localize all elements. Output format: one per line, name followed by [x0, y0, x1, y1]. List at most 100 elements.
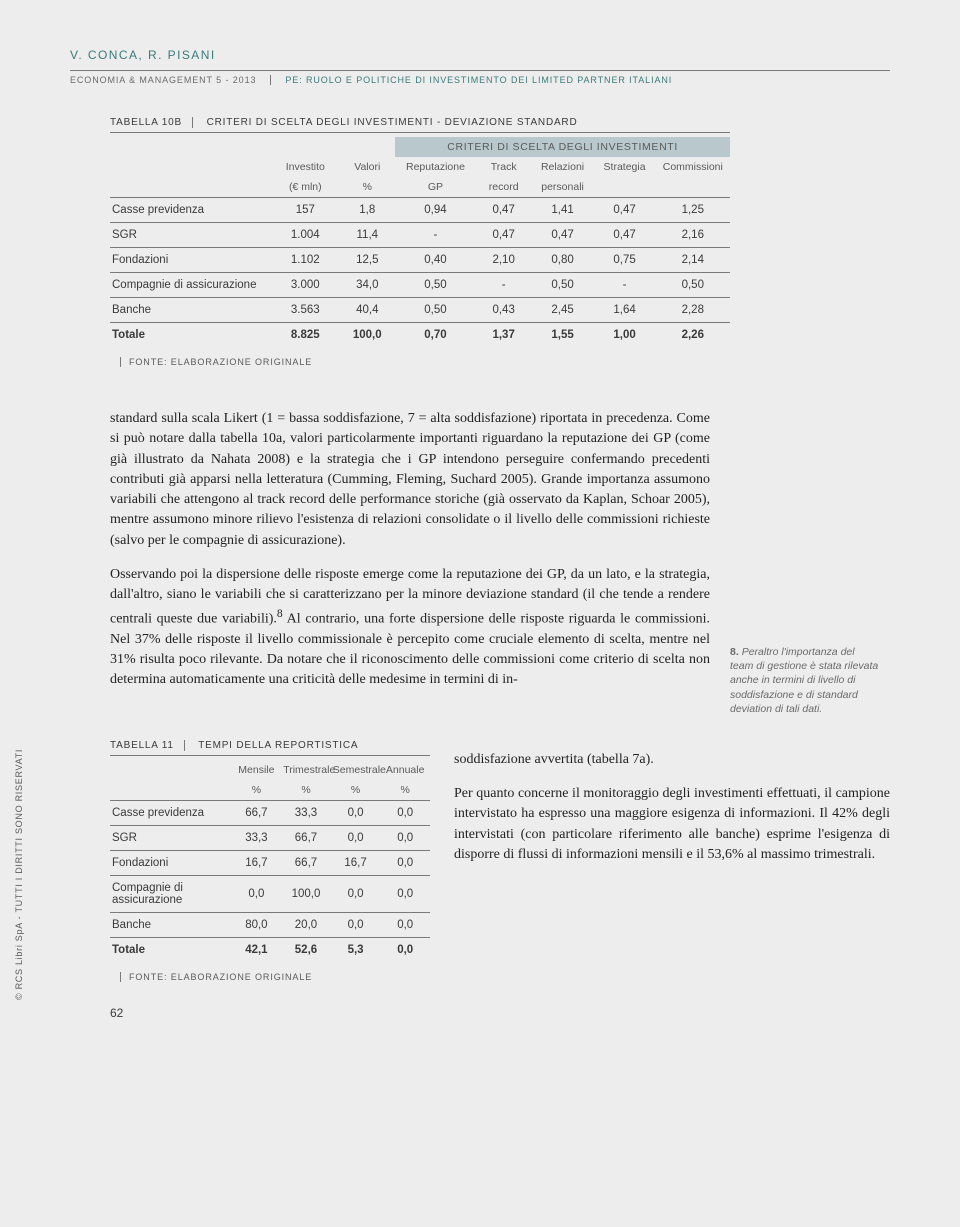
cell: 52,6	[281, 937, 331, 962]
cell: 12,5	[339, 248, 395, 273]
table-row: Casse previdenza66,733,30,00,0	[110, 800, 430, 825]
sidenote-num: 8.	[730, 646, 739, 658]
cell: 0,50	[532, 273, 594, 298]
cell: 1,64	[594, 298, 656, 323]
cell: -	[476, 273, 532, 298]
cell: 1,41	[532, 198, 594, 223]
cell: 0,47	[476, 223, 532, 248]
cell: 0,0	[380, 937, 430, 962]
cell: 0,47	[594, 198, 656, 223]
table-11-title: TEMPI DELLA REPORTISTICA	[198, 740, 358, 751]
cell: 0,0	[331, 800, 381, 825]
cell: 0,0	[380, 875, 430, 912]
cell: 11,4	[339, 223, 395, 248]
row-label: SGR	[110, 223, 271, 248]
table-row: Casse previdenza1571,80,940,471,410,471,…	[110, 198, 730, 223]
row-label: Compagnie di assicurazione	[110, 273, 271, 298]
cell: 33,3	[232, 825, 282, 850]
right-column-text: soddisfazione avvertita (tabella 7a). Pe…	[454, 736, 890, 879]
table-10b-num: TABELLA 10b	[110, 117, 193, 128]
cell: 0,47	[594, 223, 656, 248]
cell: 0,0	[331, 825, 381, 850]
cell: 100,0	[281, 875, 331, 912]
table-10b-head-r2: (€ mln) % GP record personali	[110, 177, 730, 198]
cell: 157	[271, 198, 339, 223]
cell: 3.000	[271, 273, 339, 298]
cell: 0,40	[395, 248, 476, 273]
cell: 0,43	[476, 298, 532, 323]
table-10b-source: FONTE: ELABORAZIONE ORIGINALE	[120, 357, 730, 367]
cell: 0,70	[395, 323, 476, 348]
sidenote: 8. Peraltro l'importanza del team di ges…	[730, 395, 880, 716]
page: V. CONCA, R. PISANI ECONOMIA & MANAGEMEN…	[0, 0, 960, 1060]
cell: 0,0	[232, 875, 282, 912]
cell: 80,0	[232, 912, 282, 937]
cell: 8.825	[271, 323, 339, 348]
table-10b-grid: CRITERI DI SCELTA DEGLI INVESTIMENTI Inv…	[110, 137, 730, 347]
table-11-source: FONTE: ELABORAZIONE ORIGINALE	[120, 972, 430, 982]
cell: 0,0	[331, 875, 381, 912]
cell: 1,55	[532, 323, 594, 348]
table-11-num: TABELLA 11	[110, 740, 185, 751]
cell: 1,37	[476, 323, 532, 348]
table-row: Banche3.56340,40,500,432,451,642,28	[110, 298, 730, 323]
table-10b-title: CRITERI DI SCELTA DEGLI INVESTIMENTI - D…	[207, 117, 578, 128]
running-authors: V. CONCA, R. PISANI	[70, 48, 890, 62]
table-total-row: Totale8.825100,00,701,371,551,002,26	[110, 323, 730, 348]
cell: 2,26	[656, 323, 730, 348]
cell: 2,16	[656, 223, 730, 248]
header-rule	[70, 70, 890, 71]
article-title: PE: RUOLO E POLITICHE DI INVESTIMENTO DE…	[271, 75, 672, 85]
cell: 0,94	[395, 198, 476, 223]
table-10b-superheader: CRITERI DI SCELTA DEGLI INVESTIMENTI	[395, 137, 730, 157]
cell: 5,3	[331, 937, 381, 962]
table-row: Fondazioni16,766,716,70,0	[110, 850, 430, 875]
cell: 1.004	[271, 223, 339, 248]
cell: 1.102	[271, 248, 339, 273]
row-label: Banche	[110, 912, 232, 937]
row-label: Casse previdenza	[110, 198, 271, 223]
cell: 0,0	[380, 912, 430, 937]
row-label: Fondazioni	[110, 850, 232, 875]
cell: 42,1	[232, 937, 282, 962]
paragraph-r2: Per quanto concerne il monitoraggio degl…	[454, 784, 890, 865]
cell: 20,0	[281, 912, 331, 937]
cell: 1,25	[656, 198, 730, 223]
row-label: Totale	[110, 323, 271, 348]
table-11-grid: Mensile Trimestrale Semestrale Annuale %…	[110, 760, 430, 962]
cell: 2,14	[656, 248, 730, 273]
paragraph-2: Osservando poi la dispersione delle risp…	[110, 565, 710, 690]
table-row: Banche80,020,00,00,0	[110, 912, 430, 937]
journal-issue: ECONOMIA & MANAGEMENT 5 - 2013	[70, 75, 271, 85]
cell: 0,47	[476, 198, 532, 223]
cell: 100,0	[339, 323, 395, 348]
cell: 2,45	[532, 298, 594, 323]
cell: 0,75	[594, 248, 656, 273]
cell: 66,7	[281, 825, 331, 850]
table-10b-head-r1: Investito Valori Reputazione Track Relaz…	[110, 157, 730, 177]
row-label: Totale	[110, 937, 232, 962]
cell: 0,80	[532, 248, 594, 273]
table-row: SGR33,366,70,00,0	[110, 825, 430, 850]
paragraph-1: standard sulla scala Likert (1 = bassa s…	[110, 409, 710, 551]
cell: 2,10	[476, 248, 532, 273]
cell: 0,50	[395, 273, 476, 298]
paragraph-r1: soddisfazione avvertita (tabella 7a).	[454, 750, 890, 770]
cell: 33,3	[281, 800, 331, 825]
table-row: Compagnie di assicurazione3.00034,00,50-…	[110, 273, 730, 298]
row-label: SGR	[110, 825, 232, 850]
row-label: Banche	[110, 298, 271, 323]
cell: 34,0	[339, 273, 395, 298]
cell: 2,28	[656, 298, 730, 323]
table-11-caption: TABELLA 11 TEMPI DELLA REPORTISTICA	[110, 736, 430, 756]
table-row: Compagnie di assicurazione0,0100,00,00,0	[110, 875, 430, 912]
sidenote-text: Peraltro l'importanza del team di gestio…	[730, 646, 878, 715]
cell: 1,00	[594, 323, 656, 348]
table-11-head-r2: % % % %	[110, 780, 430, 801]
page-number: 62	[110, 1006, 890, 1020]
cell: 16,7	[232, 850, 282, 875]
table-10b: TABELLA 10b CRITERI DI SCELTA DEGLI INVE…	[110, 113, 730, 367]
cell: 0,0	[331, 912, 381, 937]
vertical-copyright: © RCS Libri SpA - TUTTI I DIRITTI SONO R…	[14, 749, 24, 1000]
table-11: TABELLA 11 TEMPI DELLA REPORTISTICA Mens…	[110, 736, 430, 982]
